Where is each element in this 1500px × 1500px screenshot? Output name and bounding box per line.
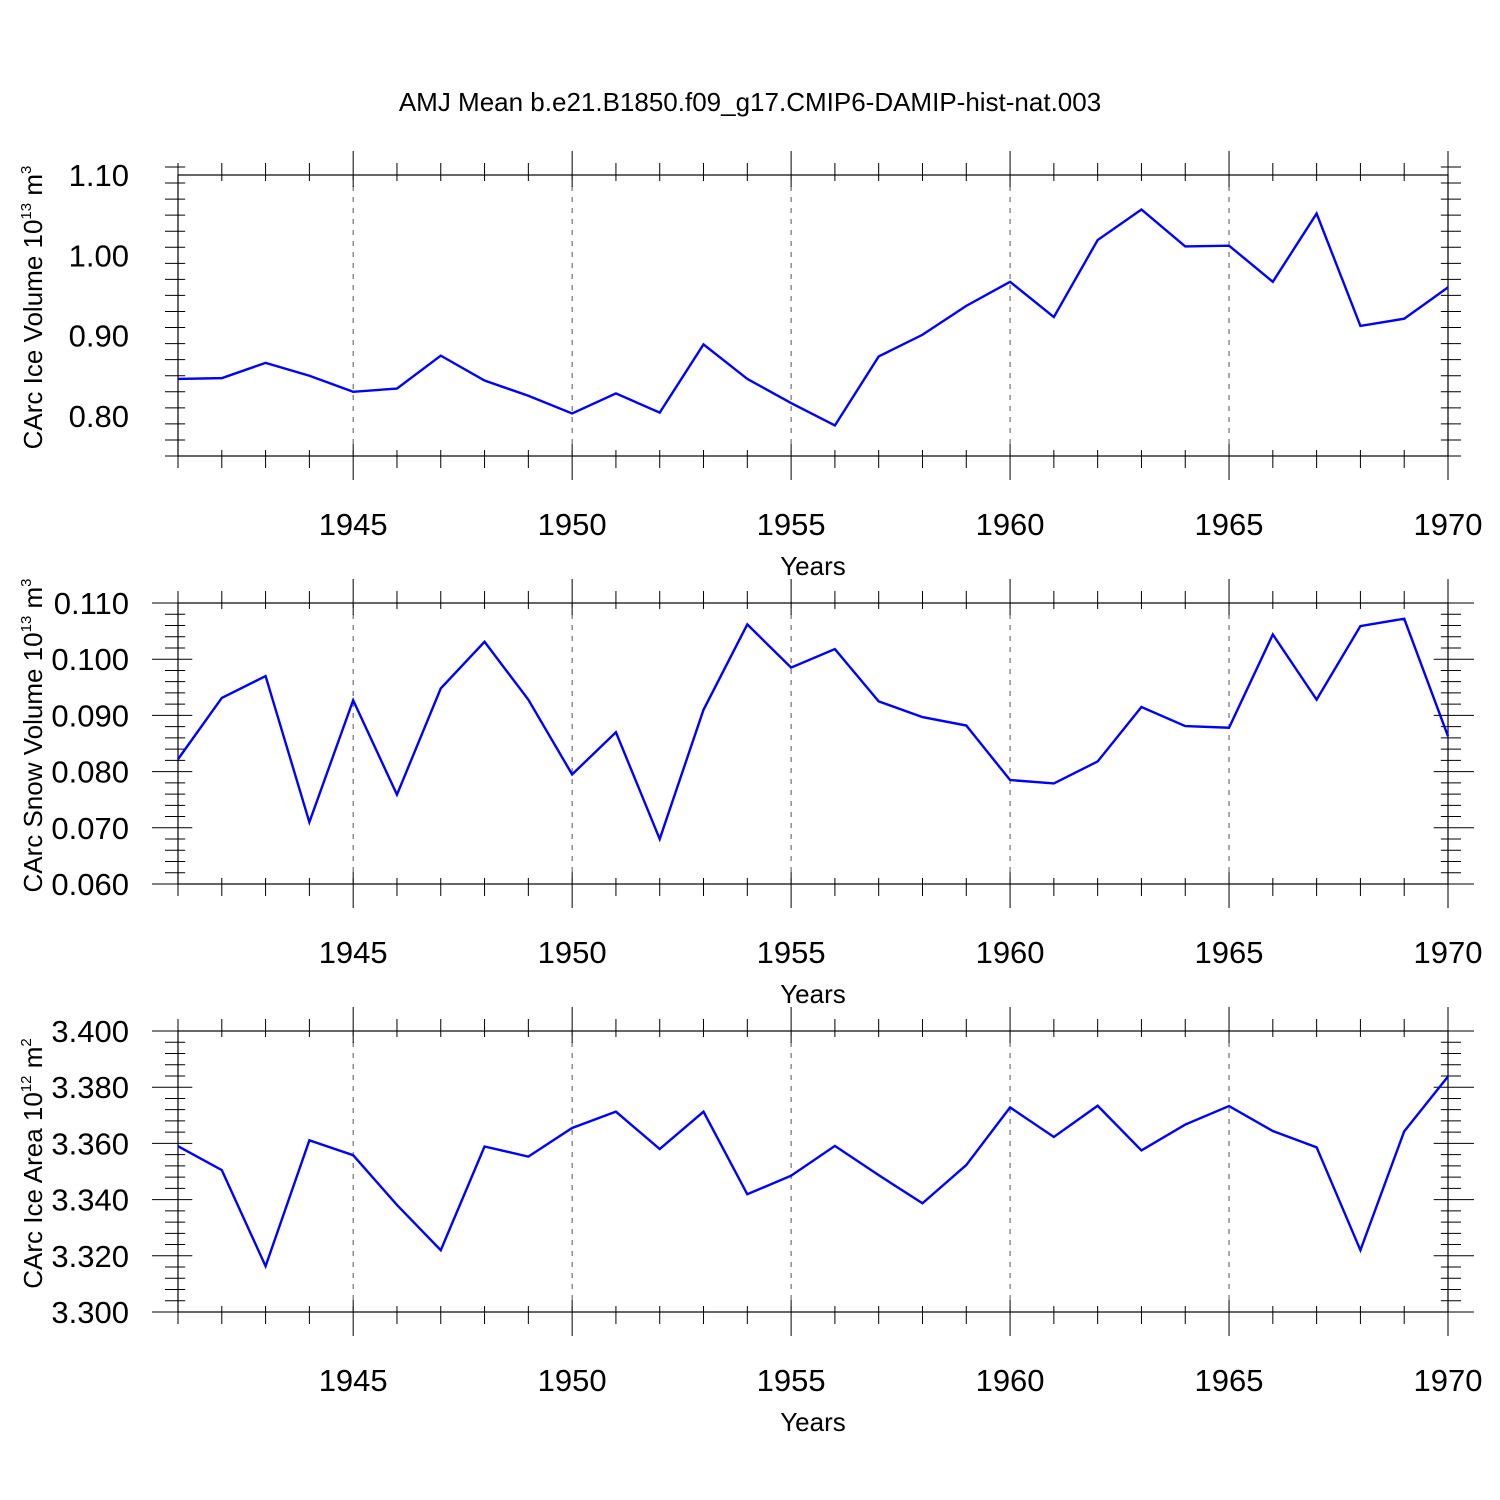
y-axis-label-unit: m — [18, 587, 48, 616]
y-axis-label-unit-exponent: 3 — [18, 578, 35, 586]
series-line — [177, 617, 1450, 843]
plot-frame — [177, 602, 1449, 885]
x-tick-label: 1970 — [1414, 507, 1483, 542]
x-tick-label: 1950 — [538, 935, 607, 970]
y-axis-label-exponent: 13 — [18, 616, 35, 633]
x-tick-label: 1945 — [319, 507, 388, 542]
x-tick-label: 1955 — [757, 507, 826, 542]
y-axis-label-unit-exponent: 2 — [18, 1038, 35, 1046]
x-tick-label: 1955 — [757, 935, 826, 970]
y-axis-label-unit-exponent: 3 — [18, 166, 35, 174]
x-tick-label: 1965 — [1195, 1363, 1264, 1398]
y-tick-label: 3.360 — [51, 1126, 129, 1161]
x-tick-label: 1950 — [538, 507, 607, 542]
panels: 0.80 0.90 1.00 1.10 1945 1950 1955 1960 1965 1970… — [18, 151, 1482, 1437]
panel-3: 3.300 3.320 3.340 3.360 3.380 3.400 1945 1950 19… — [18, 1007, 1482, 1437]
y-tick-label: 3.320 — [51, 1239, 129, 1274]
y-tick-label: 0.080 — [51, 755, 129, 790]
y-tick-label: 3.400 — [51, 1014, 129, 1049]
y-axis-label-text: CArc Snow Volume 10 — [18, 632, 48, 892]
plot-frame — [177, 1030, 1449, 1313]
x-tick-label: 1970 — [1414, 935, 1483, 970]
y-tick-label: 1.10 — [69, 158, 129, 193]
x-tick-label: 1965 — [1195, 935, 1264, 970]
y-axis-label: CArc Ice Volume 1013 m3 — [18, 166, 48, 450]
x-tick-label: 1950 — [538, 1363, 607, 1398]
y-axis-label-exponent: 12 — [18, 1076, 35, 1093]
y-tick-label: 3.300 — [51, 1295, 129, 1330]
x-axis-label: Years — [780, 979, 846, 1009]
x-tick-label: 1965 — [1195, 507, 1264, 542]
y-tick-label: 0.090 — [51, 698, 129, 733]
x-axis-label: Years — [780, 1407, 846, 1437]
x-tick-label: 1970 — [1414, 1363, 1483, 1398]
y-tick-label: 0.100 — [51, 642, 129, 677]
panel-2: 0.060 0.070 0.080 0.090 0.100 0.110 1945 1950 19… — [18, 578, 1482, 1009]
x-tick-label: 1960 — [976, 507, 1045, 542]
y-tick-label: 0.070 — [51, 811, 129, 846]
series-line — [177, 208, 1449, 428]
y-axis-label-text: CArc Ice Area 10 — [18, 1092, 48, 1289]
x-tick-label: 1945 — [319, 935, 388, 970]
y-axis-label-unit: m — [18, 1047, 48, 1076]
x-tick-label: 1945 — [319, 1363, 388, 1398]
y-axis-label-exponent: 13 — [18, 203, 35, 220]
y-tick-label: 1.00 — [69, 238, 129, 273]
figure-title: AMJ Mean b.e21.B1850.f09_g17.CMIP6-DAMIP… — [399, 87, 1101, 117]
y-tick-label: 3.380 — [51, 1070, 129, 1105]
y-tick-label: 0.060 — [51, 867, 129, 902]
y-axis-label: CArc Ice Area 1012 m2 — [18, 1038, 48, 1288]
series-line — [177, 1075, 1449, 1270]
x-tick-label: 1955 — [757, 1363, 826, 1398]
y-axis-label: CArc Snow Volume 1013 m3 — [18, 578, 48, 892]
panel-1: 0.80 0.90 1.00 1.10 1945 1950 1955 1960 1965 1970… — [18, 151, 1482, 581]
x-axis-label: Years — [780, 551, 846, 581]
y-tick-label: 0.110 — [54, 586, 129, 621]
y-tick-label: 0.80 — [69, 399, 129, 434]
y-axis-label-unit: m — [18, 174, 48, 203]
x-tick-label: 1960 — [976, 935, 1045, 970]
y-tick-label: 3.340 — [51, 1183, 129, 1218]
plot-frame — [177, 174, 1449, 457]
y-axis-label-text: CArc Ice Volume 10 — [18, 220, 48, 450]
x-tick-label: 1960 — [976, 1363, 1045, 1398]
y-tick-label: 0.90 — [69, 319, 129, 354]
